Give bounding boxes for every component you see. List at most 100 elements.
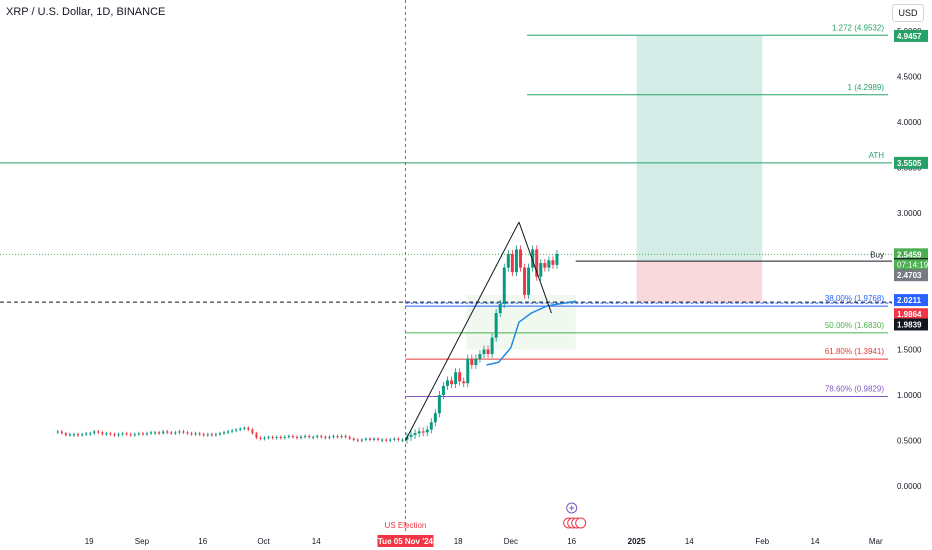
- candle: [454, 372, 458, 385]
- candle: [121, 433, 124, 435]
- candle: [316, 435, 319, 438]
- candle: [227, 431, 230, 433]
- fib-level-label: 78.60% (0.9829): [825, 385, 884, 394]
- price-label-text: 3.5505: [897, 159, 922, 168]
- candle: [458, 372, 462, 382]
- price-label-text: 1.9839: [897, 320, 922, 329]
- candle: [235, 429, 238, 431]
- candle: [68, 434, 71, 436]
- candle: [437, 395, 441, 414]
- candle: [109, 433, 112, 435]
- candle: [462, 381, 466, 384]
- candle: [356, 439, 359, 441]
- candle: [186, 432, 189, 434]
- candle: [486, 349, 490, 355]
- candle: [85, 433, 88, 435]
- candle: [291, 435, 294, 438]
- candle: [77, 434, 80, 436]
- candle: [239, 428, 242, 430]
- position-stop-zone: [636, 261, 763, 303]
- chart-title: XRP / U.S. Dollar, 1D, BINANCE: [6, 6, 166, 18]
- candle: [60, 431, 63, 434]
- x-axis-tick-label: 16: [567, 537, 576, 546]
- candle: [320, 435, 323, 438]
- price-label-box: [894, 308, 928, 321]
- candle: [466, 358, 470, 384]
- candle: [336, 435, 339, 438]
- event-date-label: Tue 05 Nov '24: [378, 537, 434, 546]
- candle: [190, 433, 193, 435]
- candle: [539, 263, 543, 277]
- candle: [324, 436, 327, 439]
- trend-line: [518, 221, 552, 314]
- candle: [433, 413, 437, 423]
- countdown-text: 07:14:19: [897, 260, 929, 269]
- candle: [450, 380, 454, 385]
- event-label: US Election: [385, 521, 427, 530]
- candle: [421, 431, 425, 433]
- candle: [251, 429, 254, 434]
- candle: [133, 434, 136, 436]
- price-label-text: 4.9457: [897, 32, 922, 41]
- currency-button[interactable]: USD: [892, 4, 924, 22]
- y-axis-tick-label: 4.0000: [897, 118, 922, 127]
- fib-level-label: 38.00% (1.9768): [825, 294, 884, 303]
- x-axis-tick-label: 2025: [628, 537, 646, 546]
- candle: [194, 433, 197, 435]
- candle: [328, 436, 331, 439]
- candle: [223, 432, 225, 434]
- candle: [543, 263, 547, 268]
- candle: [267, 436, 270, 439]
- candle: [154, 432, 157, 434]
- x-axis-tick-label: Feb: [755, 537, 769, 546]
- price-label-box: [894, 269, 928, 282]
- x-axis-tick-label: 18: [454, 537, 463, 546]
- candle: [97, 431, 100, 433]
- candle: [551, 260, 555, 265]
- x-axis-tick-label: Oct: [257, 537, 270, 546]
- candle: [275, 436, 278, 439]
- candle: [535, 249, 539, 277]
- candle: [129, 434, 132, 436]
- candle: [247, 427, 250, 430]
- candle: [494, 313, 498, 338]
- candle: [271, 436, 274, 439]
- price-label-box: [894, 248, 928, 261]
- candle: [312, 436, 315, 439]
- candle: [498, 304, 502, 314]
- candle: [482, 349, 486, 355]
- candle: [113, 434, 116, 436]
- candle: [429, 422, 433, 430]
- y-axis-tick-label: 3.0000: [897, 209, 922, 218]
- candle: [89, 433, 92, 435]
- x-axis-tick-label: Sep: [135, 537, 150, 546]
- candle: [413, 433, 417, 436]
- candle: [105, 433, 108, 435]
- y-axis-tick-label: 0.5000: [897, 437, 922, 446]
- candle: [368, 438, 371, 440]
- y-axis-tick-label: 4.5000: [897, 73, 922, 82]
- y-axis-tick-label: 1.5000: [897, 346, 922, 355]
- ath-label: ATH: [869, 151, 885, 160]
- y-axis-tick-label: 0.0000: [897, 482, 922, 491]
- candle: [182, 431, 185, 433]
- candle: [210, 434, 213, 436]
- price-label: 2.4703: [894, 269, 928, 282]
- candle: [397, 438, 400, 440]
- candle: [72, 434, 75, 436]
- candle: [389, 439, 392, 441]
- candle: [340, 435, 343, 438]
- candle: [170, 432, 173, 434]
- candle: [425, 429, 429, 433]
- candle: [555, 253, 559, 265]
- candle: [158, 432, 161, 434]
- candle: [117, 434, 120, 436]
- price-label-text: 2.4703: [897, 271, 922, 280]
- candle: [101, 432, 104, 435]
- x-axis-tick-label: 14: [811, 537, 820, 546]
- x-axis-tick-label: 14: [312, 537, 321, 546]
- candle: [162, 431, 165, 434]
- candle: [506, 253, 510, 268]
- x-axis-tick-label: 14: [685, 537, 694, 546]
